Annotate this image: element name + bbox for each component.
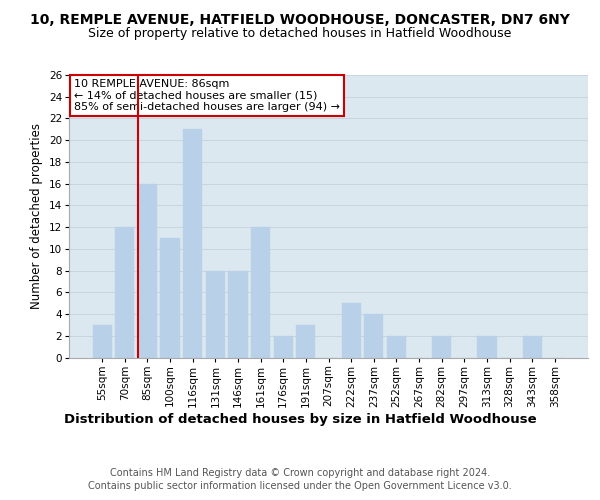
Bar <box>206 270 225 358</box>
Bar <box>364 314 383 358</box>
Bar <box>160 238 180 358</box>
Bar <box>432 336 451 357</box>
Bar <box>229 270 248 358</box>
Text: 10 REMPLE AVENUE: 86sqm
← 14% of detached houses are smaller (15)
85% of semi-de: 10 REMPLE AVENUE: 86sqm ← 14% of detache… <box>74 79 340 112</box>
Text: Distribution of detached houses by size in Hatfield Woodhouse: Distribution of detached houses by size … <box>64 412 536 426</box>
Bar <box>387 336 406 357</box>
Bar <box>138 184 157 358</box>
Bar <box>523 336 542 357</box>
Bar <box>183 130 202 358</box>
Text: Contains HM Land Registry data © Crown copyright and database right 2024.: Contains HM Land Registry data © Crown c… <box>110 468 490 477</box>
Bar <box>341 303 361 358</box>
Text: 10, REMPLE AVENUE, HATFIELD WOODHOUSE, DONCASTER, DN7 6NY: 10, REMPLE AVENUE, HATFIELD WOODHOUSE, D… <box>30 12 570 26</box>
Text: Contains public sector information licensed under the Open Government Licence v3: Contains public sector information licen… <box>88 481 512 491</box>
Bar <box>274 336 293 357</box>
Text: Size of property relative to detached houses in Hatfield Woodhouse: Size of property relative to detached ho… <box>88 28 512 40</box>
Bar <box>115 227 134 358</box>
Bar <box>251 227 270 358</box>
Bar <box>296 325 316 358</box>
Bar <box>92 325 112 358</box>
Bar <box>477 336 497 357</box>
Y-axis label: Number of detached properties: Number of detached properties <box>30 123 43 309</box>
